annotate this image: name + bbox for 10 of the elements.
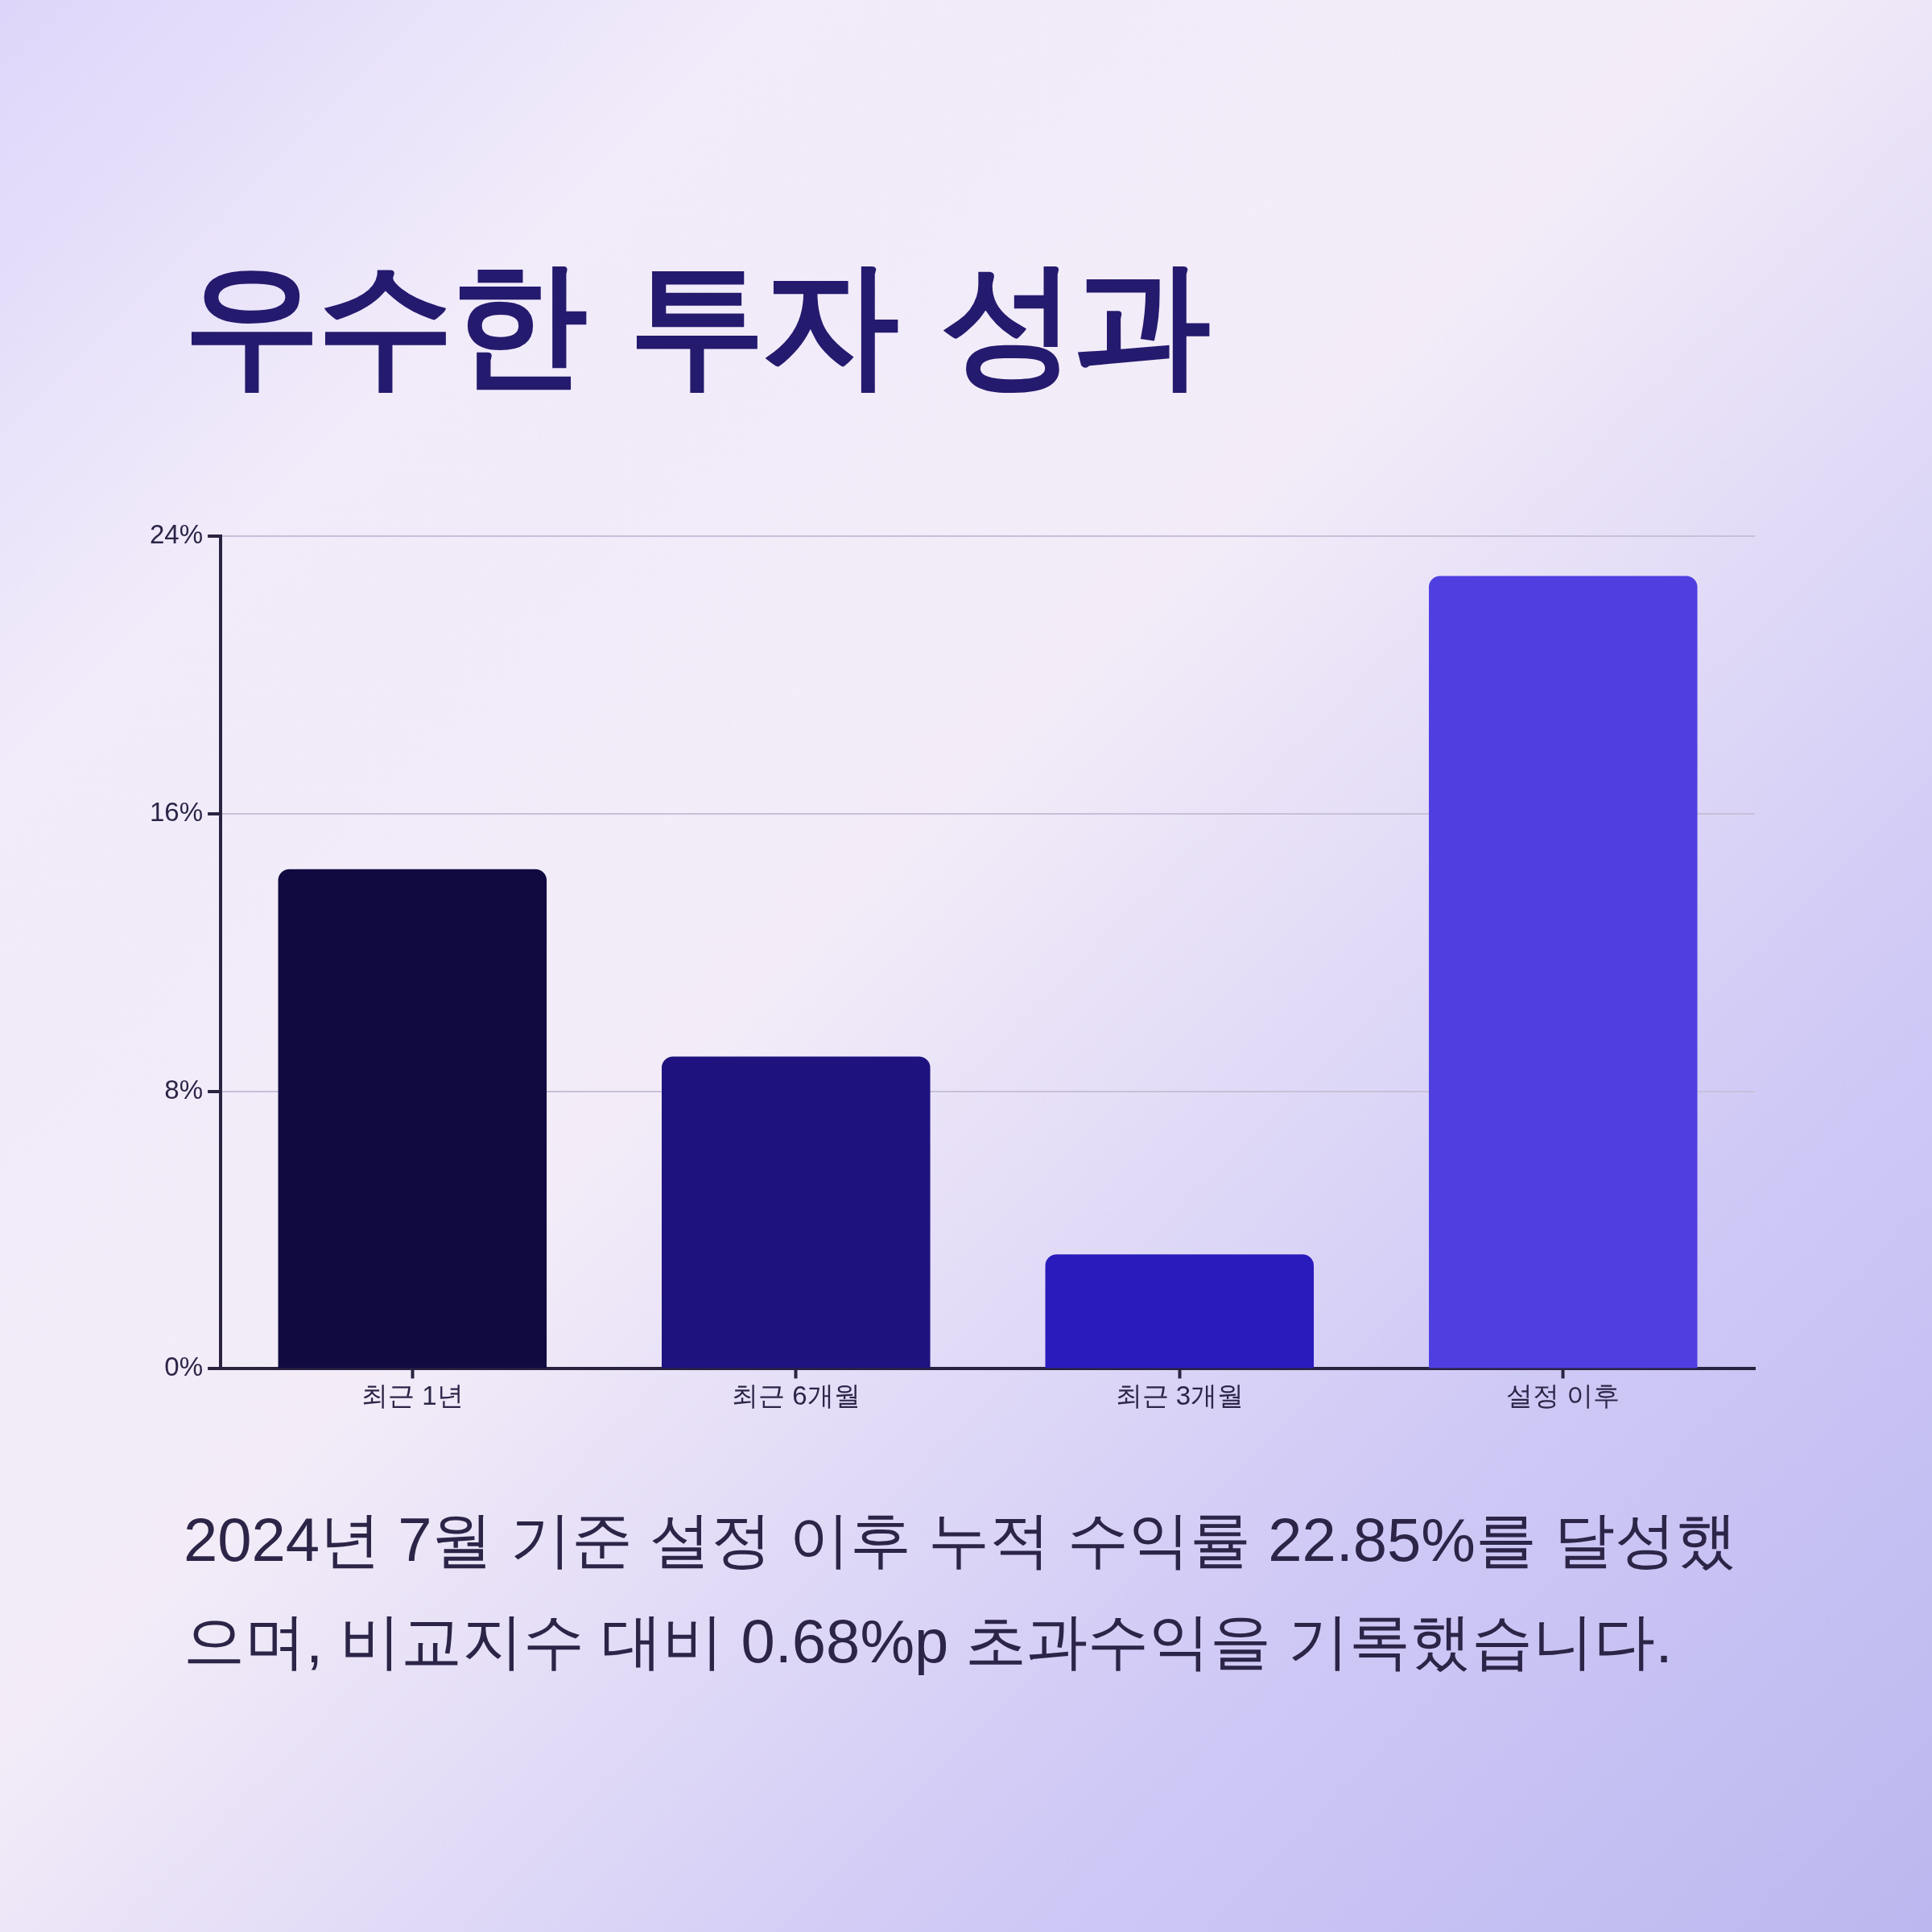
y-tick-label: 24%	[149, 518, 204, 549]
y-tick-label: 0%	[164, 1352, 204, 1382]
x-tick-label: 최근 6개월	[732, 1381, 861, 1411]
x-tick-label: 설정 이후	[1506, 1381, 1620, 1411]
y-tick-label: 8%	[164, 1074, 204, 1104]
text: 2024년 7월 기준 설정 이후 누적 수익률 22.85%를 달성했으며, 비교지수 대비 0.68%p 초과수익을 기록했습니다.	[184, 1505, 1739, 1677]
x-tick-label: 최근 3개월	[1115, 1381, 1245, 1411]
x-tick-label: 최근 1년	[361, 1381, 464, 1411]
chart-title: 우수한 투자 성과	[184, 243, 1208, 405]
y-tick-label: 16%	[149, 796, 204, 827]
